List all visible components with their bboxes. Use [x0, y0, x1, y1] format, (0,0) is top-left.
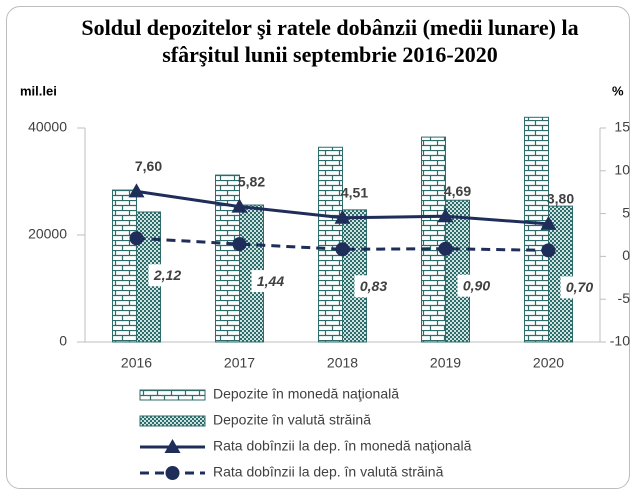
- y2-axis-label: %: [612, 83, 624, 98]
- line-marker: [335, 242, 350, 257]
- chart-title: Soldul depozitelor şi ratele dobânzii (m…: [81, 15, 579, 67]
- y-tick-label: 0: [59, 333, 67, 349]
- line: [136, 236, 549, 252]
- line-marker: [231, 198, 248, 213]
- line-marker: [540, 215, 557, 230]
- line-marker: [334, 209, 351, 224]
- data-label-box: [560, 276, 599, 299]
- legend-label: Rata dobînzii la dep. în monedă naţional…: [213, 438, 472, 454]
- line-marker: [541, 243, 556, 258]
- data-label: 7,60: [135, 158, 162, 174]
- y2-tick-label: 10: [614, 162, 630, 178]
- legend-label: Rata dobînzii la dep. în valută străină: [213, 464, 444, 480]
- x-tick-label: 2017: [224, 355, 255, 371]
- data-label-box: [148, 264, 187, 287]
- line-marker: [129, 231, 144, 246]
- bar: [112, 189, 137, 343]
- data-label: 0,70: [566, 279, 593, 295]
- y2-tick-label: -10: [610, 333, 630, 349]
- legend-swatch: [139, 415, 206, 427]
- data-label: 5,82: [238, 173, 265, 189]
- line-marker: [232, 237, 247, 252]
- x-tick-label: 2019: [430, 355, 461, 371]
- y2-tick-label: -5: [618, 290, 631, 306]
- chart-frame: [6, 6, 630, 489]
- line-marker: [128, 183, 145, 198]
- data-label-box: [457, 274, 496, 297]
- line-marker: [437, 208, 454, 223]
- data-label: 2,12: [153, 267, 181, 283]
- data-label: 4,69: [444, 183, 471, 199]
- bar: [421, 136, 446, 343]
- data-label: 0,90: [463, 277, 490, 293]
- y2-tick-label: 5: [622, 204, 630, 220]
- data-label-box: [251, 270, 290, 293]
- legend-label: Depozite în valută străină: [213, 412, 371, 428]
- data-label: 0,83: [360, 278, 387, 294]
- bar: [445, 199, 470, 343]
- data-label-box: [354, 275, 393, 298]
- data-label: 4,51: [341, 184, 368, 200]
- y-axis-label: mil.lei: [20, 83, 57, 98]
- line-marker: [438, 241, 453, 256]
- x-tick-label: 2018: [327, 355, 358, 371]
- y2-tick-label: 15: [614, 119, 630, 135]
- legend-marker: [165, 466, 180, 480]
- legend-marker: [164, 439, 181, 453]
- legend-label: Depozite în monedă naţională: [213, 386, 399, 402]
- data-label: 3,80: [547, 191, 574, 207]
- legend-swatch: [139, 389, 206, 401]
- y-tick-label: 20000: [28, 226, 67, 242]
- y-tick-label: 40000: [28, 119, 67, 135]
- bar: [215, 174, 240, 343]
- data-label: 1,44: [257, 273, 284, 289]
- x-tick-label: 2020: [533, 355, 564, 371]
- x-tick-label: 2016: [121, 355, 152, 371]
- y2-tick-label: 0: [622, 247, 630, 263]
